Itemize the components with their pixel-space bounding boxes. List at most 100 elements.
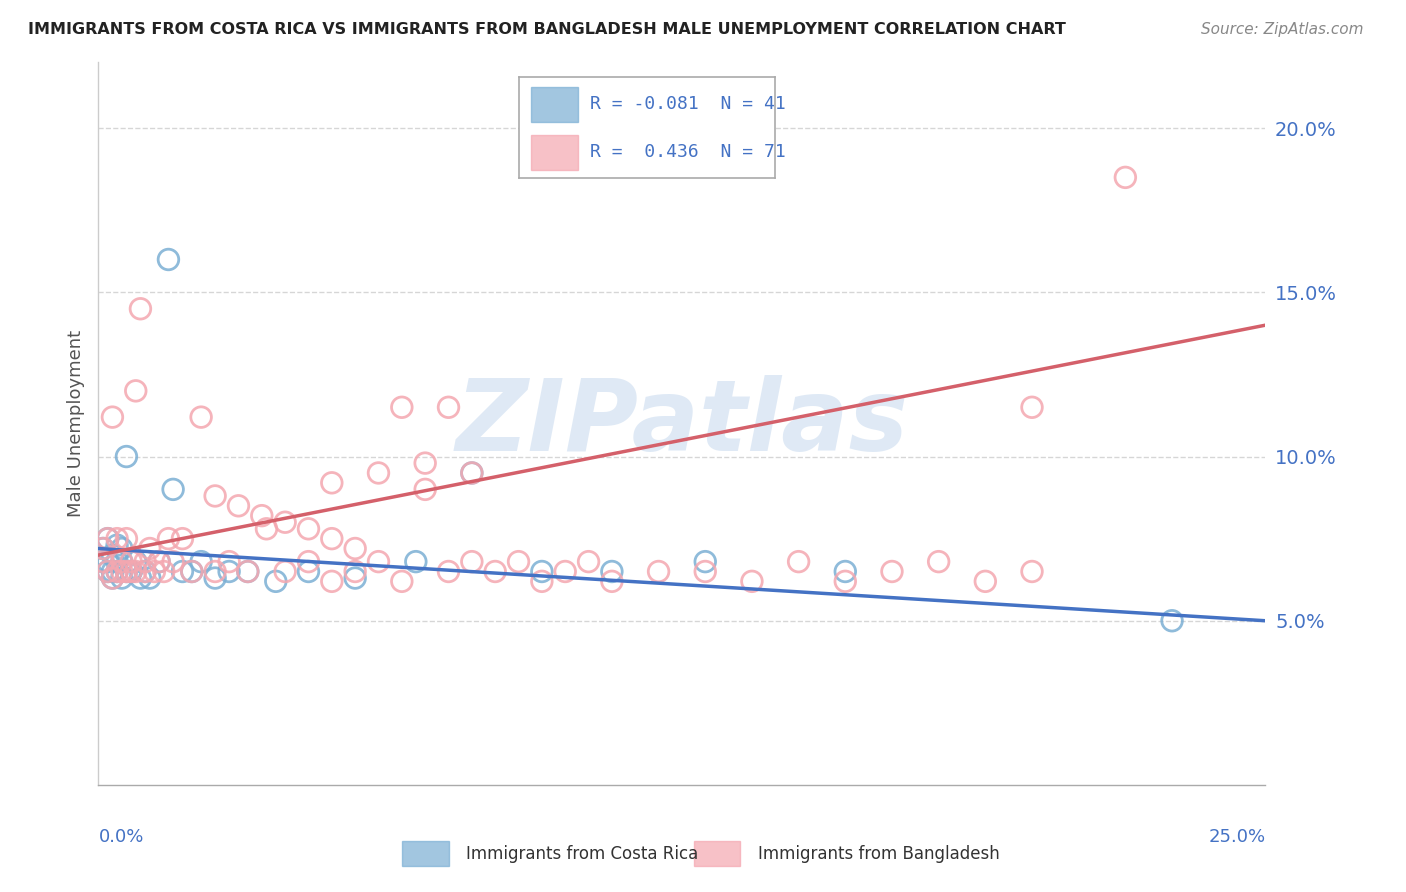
Point	[180, 565, 202, 579]
Point	[344, 541, 367, 556]
Text: Source: ZipAtlas.com: Source: ZipAtlas.com	[1201, 22, 1364, 37]
Point	[297, 565, 319, 579]
Point	[134, 555, 156, 569]
Point	[152, 565, 174, 579]
Point	[105, 538, 128, 552]
Point	[157, 252, 180, 267]
Text: ZIPatlas: ZIPatlas	[456, 376, 908, 472]
Point	[97, 565, 120, 579]
Point	[139, 541, 162, 556]
Point	[115, 565, 138, 579]
Point	[274, 515, 297, 529]
Point	[218, 565, 240, 579]
Point	[554, 565, 576, 579]
Point	[190, 555, 212, 569]
Point	[1114, 170, 1136, 185]
Point	[461, 466, 484, 480]
Point	[1021, 401, 1043, 415]
Point	[111, 565, 134, 579]
Point	[578, 555, 600, 569]
Point	[91, 541, 114, 556]
Point	[297, 555, 319, 569]
Point	[105, 532, 128, 546]
Point	[508, 555, 530, 569]
Point	[256, 522, 278, 536]
Point	[97, 532, 120, 546]
Point	[115, 565, 138, 579]
Point	[367, 466, 389, 480]
Point	[600, 565, 623, 579]
Point	[162, 555, 184, 569]
Point	[344, 571, 367, 585]
Point	[91, 541, 114, 556]
Point	[228, 499, 250, 513]
Point	[204, 565, 226, 579]
Point	[129, 301, 152, 316]
Point	[928, 555, 950, 569]
Point	[180, 565, 202, 579]
Point	[101, 571, 124, 585]
Point	[297, 522, 319, 536]
Point	[139, 571, 162, 585]
Point	[695, 555, 717, 569]
Point	[264, 574, 287, 589]
Point	[97, 532, 120, 546]
Point	[274, 565, 297, 579]
Point	[120, 565, 142, 579]
Point	[134, 565, 156, 579]
Point	[236, 565, 259, 579]
Point	[236, 565, 259, 579]
Point	[974, 574, 997, 589]
Point	[204, 571, 226, 585]
Point	[125, 384, 148, 398]
Point	[437, 401, 460, 415]
Point	[1161, 614, 1184, 628]
Point	[101, 548, 124, 562]
Point	[162, 483, 184, 497]
Point	[125, 555, 148, 569]
Point	[530, 574, 553, 589]
Point	[91, 555, 114, 569]
Point	[344, 565, 367, 579]
Point	[413, 483, 436, 497]
Point	[647, 565, 669, 579]
Point	[134, 565, 156, 579]
Point	[461, 466, 484, 480]
Point	[461, 555, 484, 569]
Point	[91, 555, 114, 569]
Point	[413, 456, 436, 470]
Point	[695, 565, 717, 579]
Point	[834, 565, 856, 579]
Point	[484, 565, 506, 579]
Point	[834, 574, 856, 589]
Point	[115, 450, 138, 464]
Point	[111, 571, 134, 585]
Point	[1021, 565, 1043, 579]
Text: 25.0%: 25.0%	[1208, 829, 1265, 847]
Point	[120, 565, 142, 579]
Point	[367, 555, 389, 569]
Text: IMMIGRANTS FROM COSTA RICA VS IMMIGRANTS FROM BANGLADESH MALE UNEMPLOYMENT CORRE: IMMIGRANTS FROM COSTA RICA VS IMMIGRANTS…	[28, 22, 1066, 37]
Point	[787, 555, 810, 569]
Point	[157, 532, 180, 546]
Point	[880, 565, 903, 579]
Point	[391, 574, 413, 589]
Point	[101, 410, 124, 425]
Point	[111, 555, 134, 569]
Point	[391, 401, 413, 415]
Point	[120, 555, 142, 569]
Point	[115, 532, 138, 546]
Point	[321, 574, 343, 589]
Point	[321, 475, 343, 490]
Point	[437, 565, 460, 579]
Point	[405, 555, 427, 569]
Point	[218, 555, 240, 569]
Point	[120, 565, 142, 579]
Point	[741, 574, 763, 589]
Point	[190, 410, 212, 425]
Point	[105, 555, 128, 569]
Point	[600, 574, 623, 589]
Point	[101, 565, 124, 579]
Point	[111, 555, 134, 569]
Point	[129, 571, 152, 585]
